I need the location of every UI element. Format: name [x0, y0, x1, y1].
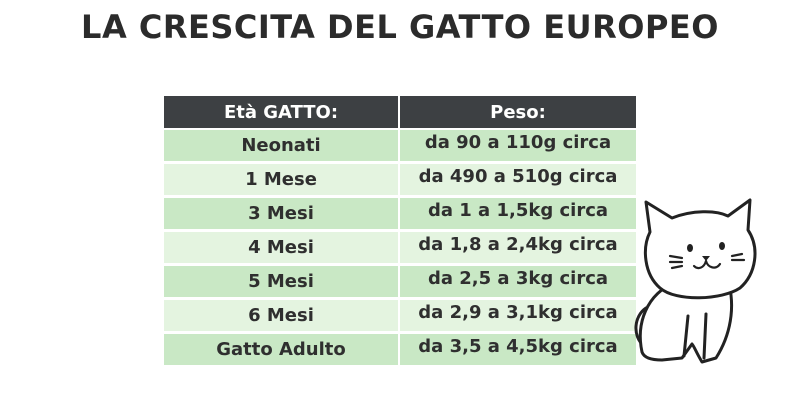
- weight-cell: da 490 a 510g circa: [400, 164, 636, 198]
- table-row: 1 Mese da 490 a 510g circa: [164, 164, 636, 198]
- weight-cell: da 1 a 1,5kg circa: [400, 198, 636, 232]
- growth-table: Età GATTO: Peso: Neonati da 90 a 110g ci…: [164, 96, 636, 368]
- table-row: 6 Mesi da 2,9 a 3,1kg circa: [164, 300, 636, 334]
- age-cell: 4 Mesi: [164, 232, 400, 266]
- table-row: 5 Mesi da 2,5 a 3kg circa: [164, 266, 636, 300]
- cat-icon: [634, 198, 757, 364]
- weight-cell: da 2,9 a 3,1kg circa: [400, 300, 636, 334]
- age-cell: 3 Mesi: [164, 198, 400, 232]
- weight-cell: da 1,8 a 2,4kg circa: [400, 232, 636, 266]
- age-cell: Neonati: [164, 130, 400, 164]
- table-header-row: Età GATTO: Peso:: [164, 96, 636, 130]
- age-cell: 5 Mesi: [164, 266, 400, 300]
- weight-cell: da 2,5 a 3kg circa: [400, 266, 636, 300]
- age-cell: Gatto Adulto: [164, 334, 400, 368]
- table-row: 4 Mesi da 1,8 a 2,4kg circa: [164, 232, 636, 266]
- table-row: Gatto Adulto da 3,5 a 4,5kg circa: [164, 334, 636, 368]
- weight-cell: da 3,5 a 4,5kg circa: [400, 334, 636, 368]
- column-header-weight: Peso:: [400, 96, 636, 130]
- table-row: 3 Mesi da 1 a 1,5kg circa: [164, 198, 636, 232]
- column-header-age: Età GATTO:: [164, 96, 400, 130]
- age-cell: 1 Mese: [164, 164, 400, 198]
- page-title: LA CRESCITA DEL GATTO EUROPEO: [81, 8, 719, 46]
- age-cell: 6 Mesi: [164, 300, 400, 334]
- weight-cell: da 90 a 110g circa: [400, 130, 636, 164]
- table-row: Neonati da 90 a 110g circa: [164, 130, 636, 164]
